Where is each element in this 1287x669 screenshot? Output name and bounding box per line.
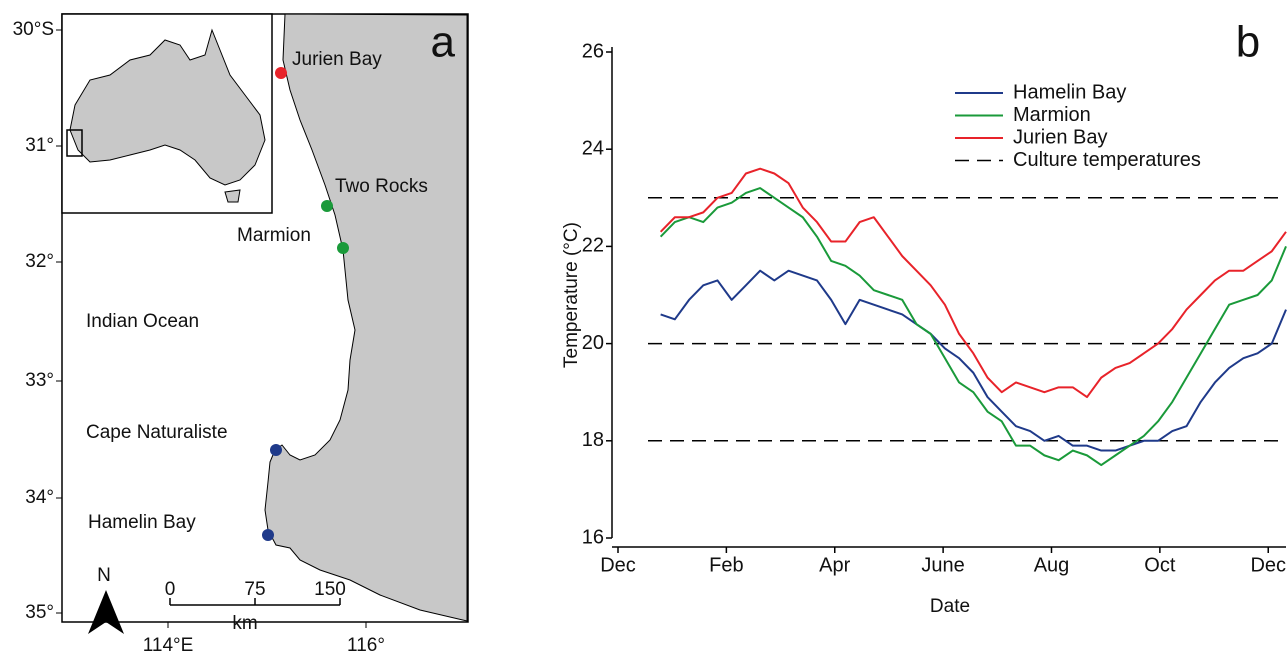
map-ticks [56,29,367,628]
y-tick-label: 22 [582,235,604,257]
lat-label: 34° [25,487,54,508]
lon-label: 114°E [143,635,194,656]
scale-tick: 150 [314,579,346,600]
y-tick-label: 24 [582,137,604,159]
x-axis-label: Date [930,596,970,617]
place-label: Jurien Bay [292,49,382,70]
place-label: Cape Naturaliste [86,422,228,443]
x-tick-label: Oct [1144,554,1176,576]
lat-label: 30°S [13,19,54,40]
lat-label: 33° [25,370,54,391]
legend-label: Hamelin Bay [1013,81,1126,103]
map-panel: 30°S 31° 32° 33° 34° 35° 114°E 116° a Ju… [13,13,469,656]
scale-bar [169,598,341,606]
lat-label: 35° [25,602,54,623]
y-axis-label: Temperature (°C) [561,222,582,368]
scale-tick: 0 [165,579,176,600]
north-label: N [97,565,111,586]
x-tick-label: Feb [709,554,743,576]
lat-label: 31° [25,135,54,156]
lon-label: 116° [347,635,385,656]
lat-label: 32° [25,251,54,272]
land [264,13,468,622]
series-line [659,187,1287,467]
x-tick-label: Aug [1034,554,1070,576]
scale-unit: km [232,613,257,634]
y-tick-label: 20 [582,332,604,354]
panel-label: b [1236,18,1260,67]
y-tick-label: 18 [582,429,604,451]
site [337,242,349,254]
australia [69,28,266,186]
site [321,200,333,212]
legend-label: Marmion [1013,104,1091,126]
north-arrow [88,590,124,634]
site [270,444,282,456]
x-tick-label: Apr [819,554,850,576]
site [275,67,287,79]
panel-label: a [431,18,456,67]
x-tick-label: Dec [1250,554,1286,576]
site [262,529,274,541]
y-tick-label: 26 [582,40,604,62]
place-label: Hamelin Bay [88,512,196,533]
x-tick-label: Dec [600,554,636,576]
tasmania [224,189,241,203]
series-line [659,167,1287,399]
place-label: Two Rocks [335,176,428,197]
scale-tick: 75 [244,579,265,600]
inset-box [66,129,83,157]
series-line [660,269,1287,452]
place-label: Marmion [237,225,311,246]
y-tick-label: 16 [582,526,604,548]
chart: b Date Temperature (°C) 16 18 20 22 24 26 Dec F… [561,18,1287,617]
legend-label: Culture temperatures [1013,149,1201,171]
ocean-label: Indian Ocean [86,311,199,332]
legend-label: Jurien Bay [1013,126,1108,148]
x-tick-label: June [921,554,964,576]
